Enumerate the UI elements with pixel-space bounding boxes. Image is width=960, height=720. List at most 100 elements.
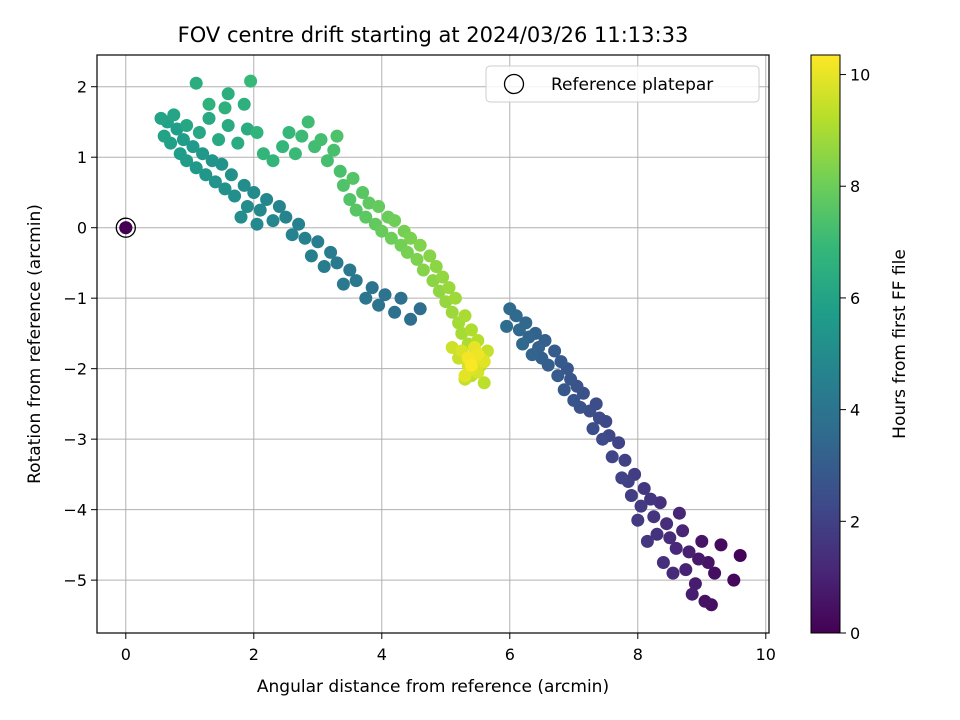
data-point: [180, 119, 194, 132]
data-point: [637, 482, 651, 495]
data-point: [656, 556, 670, 569]
data-point: [276, 140, 290, 154]
data-point: [359, 210, 373, 224]
data-point: [640, 534, 654, 548]
data-point: [394, 291, 408, 305]
data-point: [647, 510, 661, 524]
x-tick-label: 4: [377, 645, 387, 664]
x-axis-label: Angular distance from reference (arcmin): [257, 677, 609, 697]
data-point: [330, 129, 344, 143]
data-point: [448, 291, 462, 305]
colorbar-tick-label: 2: [850, 512, 860, 531]
data-point: [292, 217, 306, 231]
data-point: [266, 214, 280, 228]
data-point: [525, 348, 539, 362]
data-point: [343, 193, 357, 206]
data-point: [298, 231, 312, 245]
data-point: [586, 422, 600, 436]
reference-point: [119, 221, 133, 235]
data-point: [154, 111, 168, 125]
data-point: [660, 517, 674, 531]
data-point: [266, 154, 280, 168]
data-point: [634, 499, 648, 513]
data-point: [218, 101, 232, 115]
data-point: [221, 119, 235, 132]
data-point: [548, 344, 562, 358]
data-point: [631, 513, 645, 527]
colorbar-tick-label: 4: [850, 401, 860, 420]
colorbar: [811, 55, 840, 633]
y-tick-label: −1: [63, 289, 87, 308]
colorbar-label: Hours from first FF file: [890, 249, 910, 439]
chart-title: FOV centre drift starting at 2024/03/26 …: [178, 23, 689, 47]
data-point: [567, 393, 581, 407]
data-point: [605, 450, 619, 464]
data-point: [320, 154, 334, 168]
data-point: [356, 186, 370, 199]
data-point: [221, 87, 235, 101]
data-point: [189, 76, 203, 90]
data-point: [186, 140, 200, 154]
data-point: [202, 111, 216, 125]
data-point: [253, 203, 267, 217]
data-point: [359, 291, 373, 305]
data-point: [205, 154, 219, 168]
data-point: [503, 302, 517, 316]
data-point: [695, 534, 709, 548]
data-point: [516, 337, 530, 351]
x-tick-label: 0: [121, 645, 131, 664]
data-point: [208, 175, 222, 189]
data-point: [404, 231, 418, 245]
data-point: [372, 200, 386, 213]
data-point: [349, 274, 363, 288]
data-point: [458, 369, 472, 383]
data-point: [416, 263, 430, 277]
data-point: [596, 432, 610, 446]
data-point: [346, 171, 360, 185]
plot-frame: [96, 54, 770, 634]
data-point: [288, 147, 302, 161]
colorbar-tick-label: 6: [850, 289, 860, 308]
data-point: [199, 168, 213, 182]
colorbar-tick-label: 8: [850, 177, 860, 196]
data-point: [333, 164, 347, 178]
data-point: [464, 323, 478, 337]
data-point: [372, 298, 386, 312]
data-point: [343, 263, 357, 277]
data-point: [404, 312, 418, 326]
data-point: [612, 436, 626, 450]
y-tick-label: 2: [77, 78, 87, 97]
colorbar-tick-label: 0: [850, 624, 860, 643]
data-point: [336, 277, 350, 291]
data-point: [669, 541, 683, 555]
data-point: [615, 471, 629, 485]
x-tick-label: 6: [505, 645, 515, 664]
data-point: [304, 249, 318, 263]
data-point: [314, 133, 328, 147]
legend-label: Reference platepar: [551, 75, 713, 95]
y-tick-label: 0: [77, 219, 87, 238]
y-tick-label: −3: [63, 430, 87, 449]
data-point: [167, 108, 181, 122]
data-point: [260, 193, 274, 206]
data-point: [250, 126, 264, 139]
y-tick-label: −5: [63, 571, 87, 590]
legend-open-circle-icon: [503, 73, 525, 95]
y-tick-label: −4: [63, 501, 87, 520]
data-point: [231, 136, 245, 150]
x-tick-label: 8: [633, 645, 643, 664]
data-point: [349, 203, 363, 217]
data-point: [157, 129, 171, 143]
data-point: [672, 506, 686, 520]
data-point: [400, 245, 414, 259]
data-point: [644, 492, 658, 506]
y-tick-label: −2: [63, 360, 87, 379]
data-point: [282, 126, 296, 139]
x-tick-label: 2: [249, 645, 259, 664]
data-point: [378, 288, 392, 302]
data-point: [477, 376, 491, 390]
data-point: [365, 281, 379, 295]
data-point: [212, 133, 226, 147]
data-point: [327, 143, 341, 157]
data-point: [676, 524, 690, 538]
